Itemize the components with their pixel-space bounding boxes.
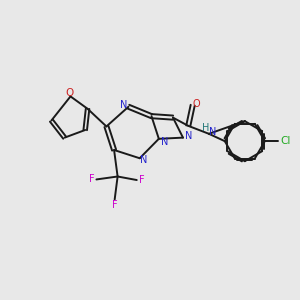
Text: N: N <box>140 155 148 165</box>
Text: O: O <box>192 99 200 109</box>
Text: N: N <box>119 100 127 110</box>
Text: O: O <box>66 88 74 98</box>
Text: F: F <box>139 175 145 185</box>
Text: F: F <box>112 200 118 210</box>
Text: H: H <box>202 123 209 133</box>
Text: F: F <box>88 174 94 184</box>
Text: Cl: Cl <box>281 136 291 146</box>
Text: N: N <box>161 137 168 147</box>
Text: N: N <box>185 131 193 141</box>
Text: N: N <box>209 127 216 137</box>
